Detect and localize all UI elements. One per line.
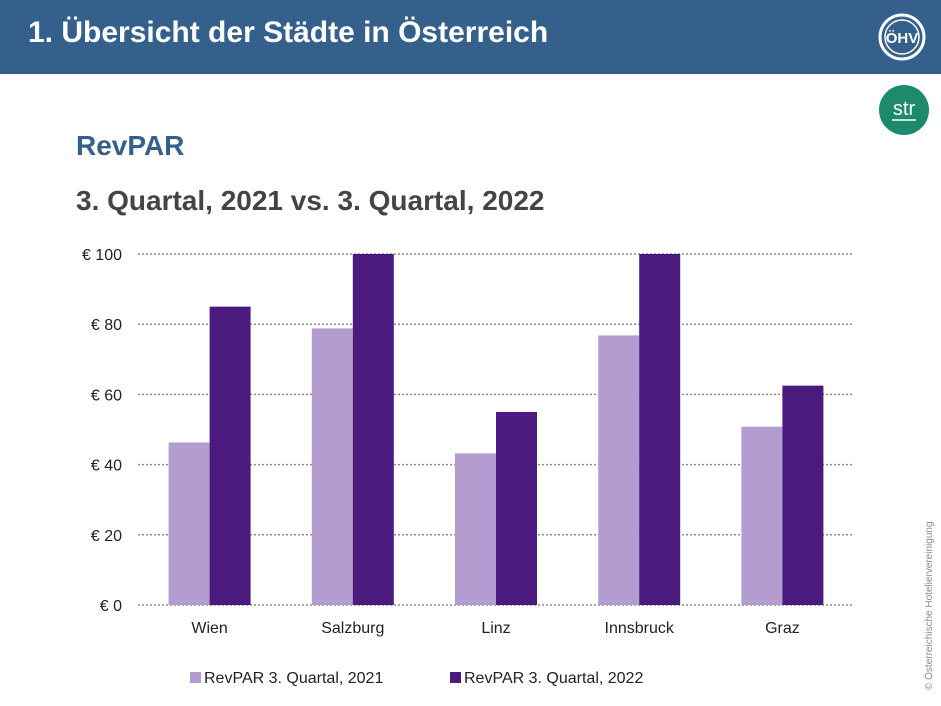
- x-tick-label: Linz: [481, 620, 510, 637]
- bar-salzburg-2022: [352, 254, 394, 605]
- legend-swatch: [450, 672, 461, 683]
- y-tick-label: € 80: [91, 317, 122, 334]
- bar-innsbruck-2021: [598, 335, 640, 605]
- y-tick-label: € 60: [91, 387, 122, 404]
- metric-heading: RevPAR: [76, 130, 185, 161]
- header-bar: [0, 0, 941, 74]
- y-tick-label: € 20: [91, 528, 122, 545]
- x-tick-label: Wien: [191, 620, 227, 637]
- ohv-logo-text: ÖHV: [886, 30, 919, 47]
- y-tick-label: € 0: [100, 598, 122, 615]
- bar-wien-2021: [168, 442, 210, 605]
- legend: RevPAR 3. Quartal, 2021 RevPAR 3. Quartal…: [190, 670, 643, 687]
- y-tick-label: € 40: [91, 458, 122, 475]
- bars: [168, 254, 824, 605]
- bar-graz-2022: [782, 385, 824, 605]
- legend-label: RevPAR 3. Quartal, 2021: [204, 670, 383, 687]
- str-logo-text: str: [893, 98, 916, 120]
- page-title: 1. Übersicht der Städte in Österreich: [28, 16, 549, 49]
- bar-wien-2022: [209, 306, 251, 605]
- y-tick-label: € 100: [82, 247, 122, 264]
- str-logo-icon: str: [879, 85, 929, 135]
- bar-linz-2022: [496, 411, 537, 605]
- x-tick-label: Salzburg: [321, 620, 384, 637]
- copyright-notice: © Österreichische Hoteliervereinigung: [924, 521, 935, 690]
- legend-swatch: [190, 672, 201, 683]
- bar-linz-2021: [455, 453, 496, 605]
- bar-graz-2021: [741, 426, 783, 605]
- bar-salzburg-2021: [311, 328, 353, 605]
- legend-label: RevPAR 3. Quartal, 2022: [464, 670, 643, 687]
- axis-labels: € 0 € 20 € 40 € 60 € 80 € 100 Wien Salzburg Linz…: [82, 247, 800, 637]
- bar-innsbruck-2022: [639, 254, 681, 605]
- period-heading: 3. Quartal, 2021 vs. 3. Quartal, 2022: [76, 185, 545, 216]
- ohv-logo-icon: ÖHV: [878, 13, 926, 61]
- x-tick-label: Graz: [765, 620, 800, 637]
- x-tick-label: Innsbruck: [605, 620, 675, 637]
